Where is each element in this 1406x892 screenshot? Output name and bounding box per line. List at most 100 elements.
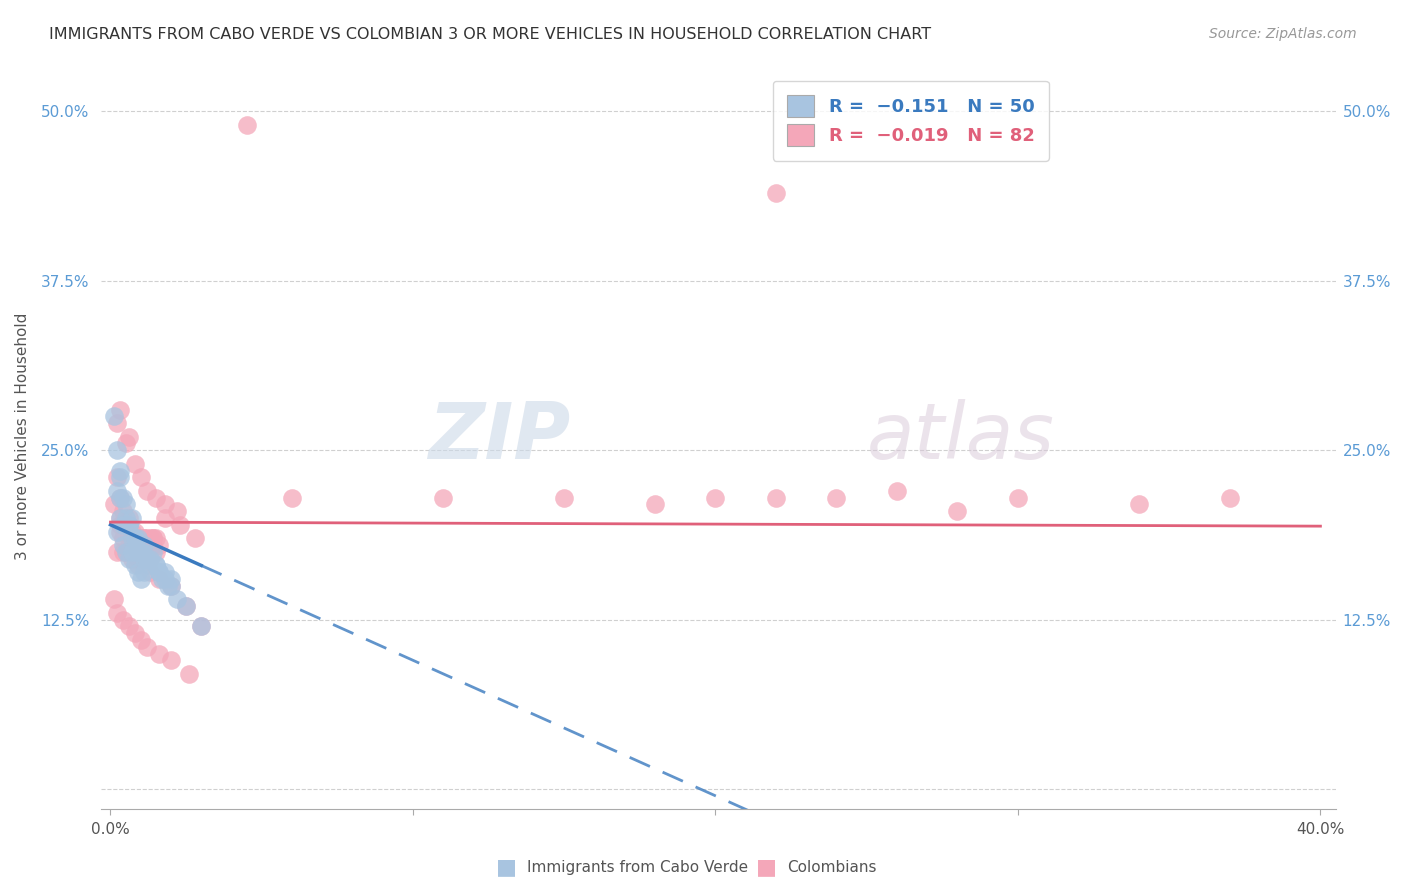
Point	[103, 498, 125, 512]
Point	[139, 558, 162, 573]
Text: IMMIGRANTS FROM CABO VERDE VS COLOMBIAN 3 OR MORE VEHICLES IN HOUSEHOLD CORRELAT: IMMIGRANTS FROM CABO VERDE VS COLOMBIAN …	[49, 27, 931, 42]
Point	[114, 517, 136, 532]
Point	[111, 613, 134, 627]
Point	[121, 524, 143, 539]
Point	[153, 572, 176, 586]
Point	[114, 545, 136, 559]
Point	[432, 491, 454, 505]
Point	[174, 599, 197, 613]
Point	[105, 470, 128, 484]
Point	[117, 511, 139, 525]
Text: Source: ZipAtlas.com: Source: ZipAtlas.com	[1209, 27, 1357, 41]
Point	[121, 545, 143, 559]
Point	[117, 430, 139, 444]
Point	[117, 538, 139, 552]
Point	[704, 491, 727, 505]
Point	[132, 551, 155, 566]
Point	[142, 545, 165, 559]
Point	[135, 551, 157, 566]
Point	[103, 592, 125, 607]
Point	[124, 558, 146, 573]
Point	[132, 532, 155, 546]
Point	[108, 524, 131, 539]
Point	[166, 504, 188, 518]
Point	[121, 551, 143, 566]
Point	[114, 517, 136, 532]
Point	[124, 626, 146, 640]
Point	[142, 532, 165, 546]
Point	[139, 532, 162, 546]
Point	[129, 545, 152, 559]
Point	[1128, 498, 1150, 512]
Point	[105, 524, 128, 539]
Point	[148, 647, 170, 661]
Point	[121, 545, 143, 559]
Point	[105, 443, 128, 458]
Point	[553, 491, 575, 505]
Point	[111, 491, 134, 505]
Text: ZIP: ZIP	[429, 399, 571, 475]
Point	[139, 551, 162, 566]
Point	[153, 511, 176, 525]
Point	[132, 558, 155, 573]
Point	[111, 532, 134, 546]
Point	[103, 409, 125, 424]
Point	[124, 532, 146, 546]
Point	[117, 517, 139, 532]
Point	[124, 457, 146, 471]
Point	[114, 498, 136, 512]
Point	[135, 532, 157, 546]
Point	[160, 572, 183, 586]
Point	[129, 545, 152, 559]
Point	[114, 545, 136, 559]
Point	[108, 464, 131, 478]
Point	[153, 498, 176, 512]
Point	[145, 545, 167, 559]
Y-axis label: 3 or more Vehicles in Household: 3 or more Vehicles in Household	[15, 313, 30, 560]
Legend: R =  −0.151   N = 50, R =  −0.019   N = 82: R = −0.151 N = 50, R = −0.019 N = 82	[772, 80, 1049, 161]
Point	[127, 551, 149, 566]
Text: Immigrants from Cabo Verde: Immigrants from Cabo Verde	[527, 860, 748, 874]
Point	[132, 551, 155, 566]
Point	[169, 517, 191, 532]
Point	[124, 532, 146, 546]
Point	[1007, 491, 1029, 505]
Point	[156, 579, 179, 593]
Point	[135, 551, 157, 566]
Point	[135, 545, 157, 559]
Point	[108, 517, 131, 532]
Point	[117, 619, 139, 633]
Point	[117, 551, 139, 566]
Point	[1219, 491, 1241, 505]
Point	[132, 532, 155, 546]
Point	[153, 566, 176, 580]
Point	[124, 545, 146, 559]
Point	[121, 532, 143, 546]
Point	[139, 566, 162, 580]
Point	[129, 532, 152, 546]
Point	[108, 491, 131, 505]
Point	[105, 606, 128, 620]
Point	[150, 572, 173, 586]
Text: atlas: atlas	[866, 399, 1054, 475]
Point	[765, 186, 787, 200]
Point	[124, 524, 146, 539]
Point	[114, 511, 136, 525]
Point	[111, 538, 134, 552]
Point	[111, 517, 134, 532]
Point	[946, 504, 969, 518]
Point	[148, 566, 170, 580]
Point	[108, 491, 131, 505]
Point	[127, 532, 149, 546]
Point	[190, 619, 212, 633]
Point	[127, 545, 149, 559]
Point	[129, 470, 152, 484]
Point	[129, 545, 152, 559]
Point	[132, 538, 155, 552]
Point	[124, 532, 146, 546]
Point	[145, 558, 167, 573]
Point	[132, 566, 155, 580]
Point	[108, 511, 131, 525]
Point	[111, 504, 134, 518]
Point	[174, 599, 197, 613]
